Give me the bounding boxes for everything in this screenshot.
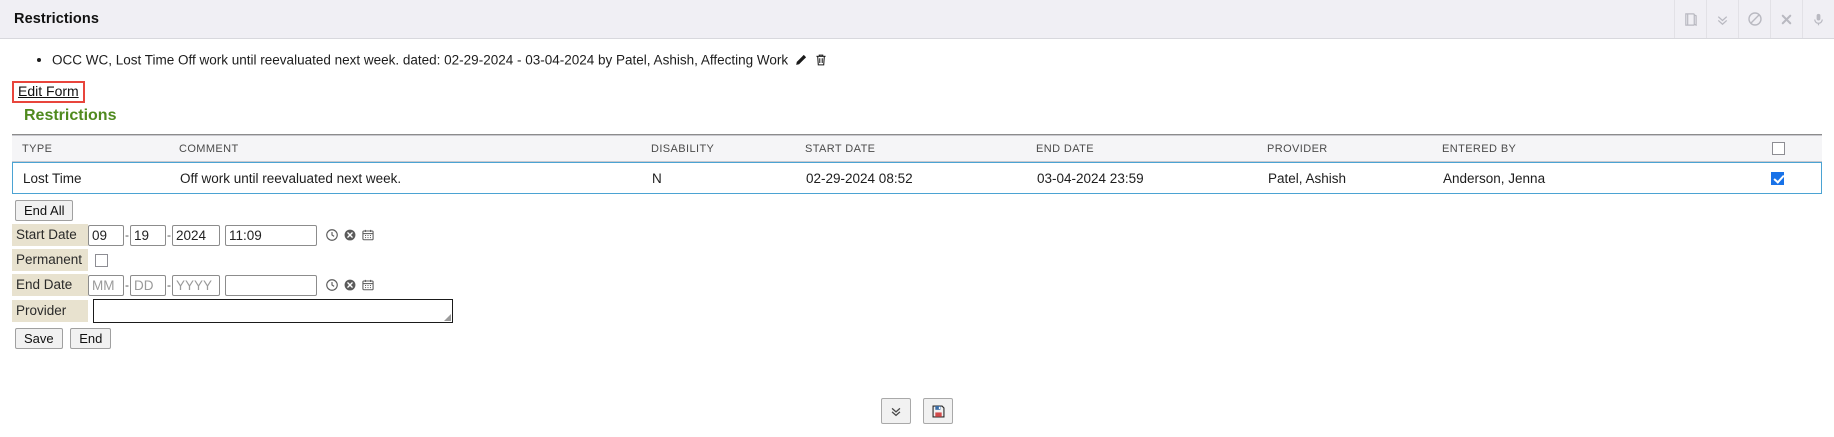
start-date-year-input[interactable] [172,224,220,246]
provider-label: Provider [12,300,88,323]
form-actions: Save End [15,328,1834,350]
end-date-year-input[interactable] [172,274,220,296]
edit-form-row: Edit Form [0,81,1834,104]
cell-type: Lost Time [23,170,82,186]
column-header-type[interactable]: TYPE [22,142,53,155]
list-item: OCC WC, Lost Time Off work until reevalu… [52,51,1834,69]
calendar-icon[interactable] [361,278,375,292]
column-header-end-date[interactable]: END DATE [1036,142,1095,155]
column-header-disability[interactable]: DISABILITY [651,142,715,155]
end-date-month-input[interactable] [88,274,124,296]
end-date-row: End Date - - [12,274,1834,297]
header-toolbar [1674,0,1834,38]
column-header-entered-by[interactable]: ENTERED BY [1442,142,1517,155]
column-header-comment[interactable]: COMMENT [179,142,239,155]
save-floppy-icon[interactable] [923,398,953,424]
chevron-double-down-icon[interactable] [881,398,911,424]
microphone-icon[interactable] [1802,0,1834,38]
date-separator: - [167,228,171,243]
cell-provider: Patel, Ashish [1268,170,1347,186]
clear-circle-icon[interactable] [343,278,357,292]
restriction-edit-form: End All Start Date - - Permanent End Dat… [12,198,1834,350]
end-date-label: End Date [12,274,88,297]
start-date-tools [325,228,375,242]
permanent-row: Permanent [12,249,1834,272]
end-date-time-input[interactable] [225,274,317,296]
trash-icon[interactable] [814,53,828,67]
page-title: Restrictions [14,11,99,27]
cell-entered-by: Anderson, Jenna [1443,170,1546,186]
row-select-checkbox[interactable] [1771,171,1784,185]
chevron-double-down-icon[interactable] [1706,0,1738,38]
table-header-row: TYPE COMMENT DISABILITY START DATE END D… [12,135,1822,163]
provider-row: Provider [12,299,1834,324]
table-row[interactable]: Lost Time Off work until reevaluated nex… [12,162,1822,195]
cell-end-date: 03-04-2024 23:59 [1037,170,1144,186]
end-all-button[interactable]: End All [15,200,74,222]
cell-disability: N [652,170,662,186]
select-all-checkbox-cell [1772,142,1822,156]
block-icon[interactable] [1738,0,1770,38]
pencil-icon[interactable] [794,53,808,67]
cell-start-date: 02-29-2024 08:52 [806,170,913,186]
notes-icon[interactable] [1674,0,1706,38]
date-separator: - [125,278,129,293]
section-heading: Restrictions [24,107,117,125]
edit-form-link[interactable]: Edit Form [18,83,79,100]
restrictions-table: TYPE COMMENT DISABILITY START DATE END D… [12,134,1822,195]
restriction-summary-text: OCC WC, Lost Time Off work until reevalu… [52,52,789,68]
permanent-label: Permanent [12,249,88,272]
permanent-checkbox[interactable] [95,253,108,267]
panel-header: Restrictions [0,0,1834,39]
cell-comment: Off work until reevaluated next week. [180,170,402,186]
start-date-label: Start Date [12,224,88,247]
date-separator: - [167,278,171,293]
edit-form-highlight: Edit Form [12,81,85,104]
clear-circle-icon[interactable] [343,228,357,242]
column-header-provider[interactable]: PROVIDER [1267,142,1328,155]
start-date-time-input[interactable] [225,224,317,246]
start-date-month-input[interactable] [88,224,124,246]
column-header-start-date[interactable]: START DATE [805,142,876,155]
save-button[interactable]: Save [15,328,63,350]
close-icon[interactable] [1770,0,1802,38]
restriction-summary-list: OCC WC, Lost Time Off work until reevalu… [0,51,1834,69]
provider-input[interactable] [93,299,453,324]
start-date-day-input[interactable] [130,224,166,246]
footer-actions [0,398,1834,424]
date-separator: - [125,228,129,243]
end-date-day-input[interactable] [130,274,166,296]
row-select-cell [1771,171,1821,185]
end-button[interactable]: End [70,328,112,350]
clock-icon[interactable] [325,278,339,292]
clock-icon[interactable] [325,228,339,242]
calendar-icon[interactable] [361,228,375,242]
select-all-checkbox[interactable] [1772,142,1785,156]
start-date-row: Start Date - - [12,224,1834,247]
end-date-tools [325,278,375,292]
